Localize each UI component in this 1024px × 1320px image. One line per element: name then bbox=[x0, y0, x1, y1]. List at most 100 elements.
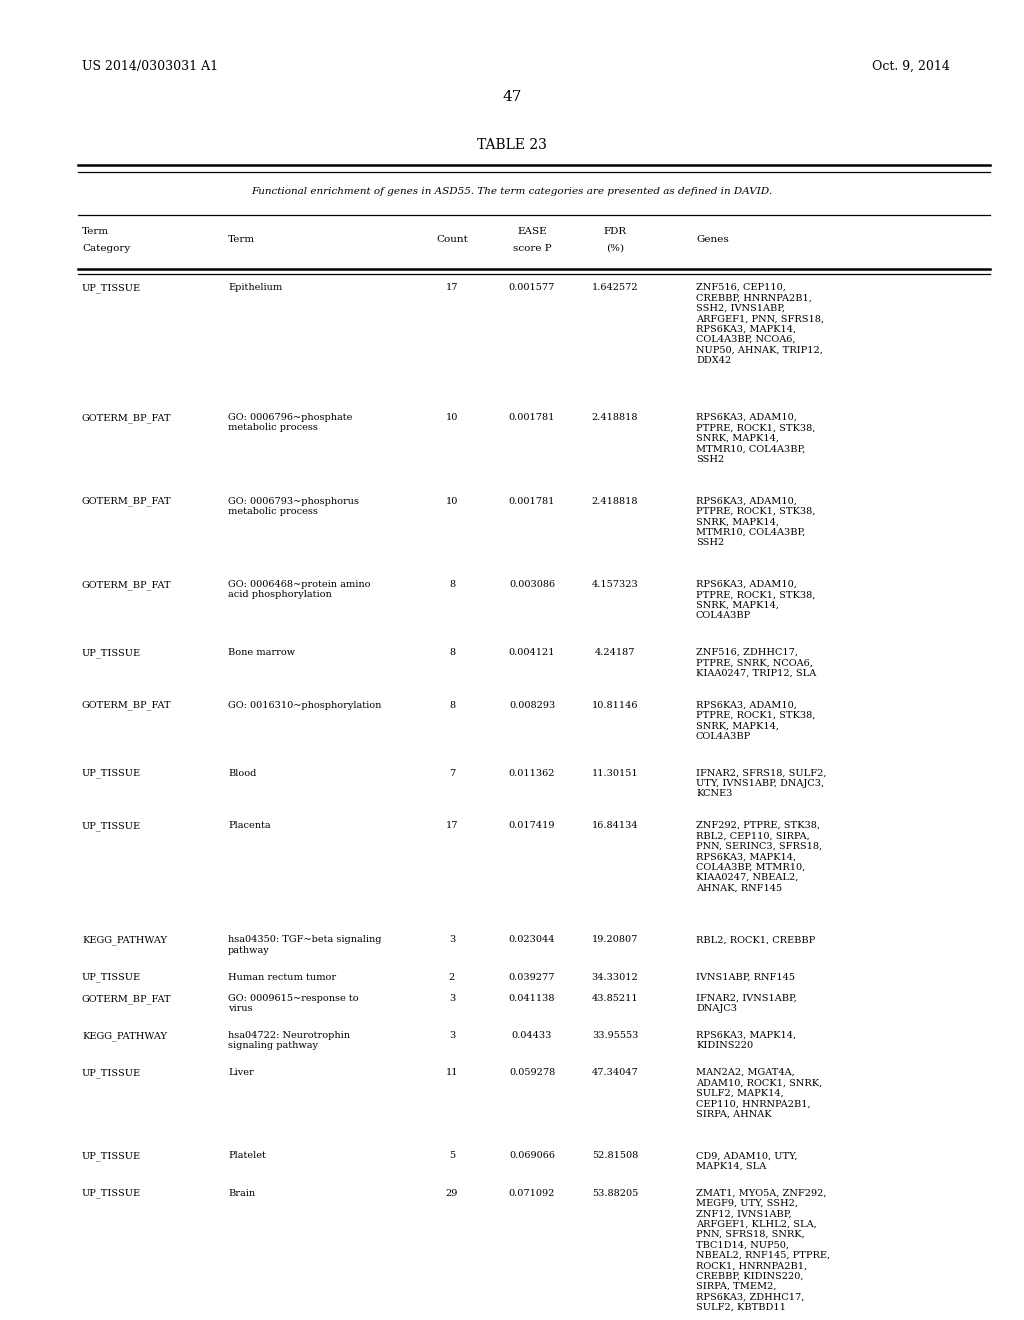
Text: GOTERM_BP_FAT: GOTERM_BP_FAT bbox=[82, 701, 172, 710]
Text: KEGG_PATHWAY: KEGG_PATHWAY bbox=[82, 936, 167, 945]
Text: hsa04722: Neurotrophin
signaling pathway: hsa04722: Neurotrophin signaling pathway bbox=[228, 1031, 350, 1051]
Text: 47: 47 bbox=[503, 90, 521, 104]
Text: FDR: FDR bbox=[603, 227, 627, 236]
Text: 11.30151: 11.30151 bbox=[592, 768, 638, 777]
Text: GOTERM_BP_FAT: GOTERM_BP_FAT bbox=[82, 579, 172, 590]
Text: RPS6KA3, ADAM10,
PTPRE, ROCK1, STK38,
SNRK, MAPK14,
MTMR10, COL4A3BP,
SSH2: RPS6KA3, ADAM10, PTPRE, ROCK1, STK38, SN… bbox=[696, 413, 815, 463]
Text: IVNS1ABP, RNF145: IVNS1ABP, RNF145 bbox=[696, 973, 795, 982]
Text: 4.157323: 4.157323 bbox=[592, 579, 638, 589]
Text: Term: Term bbox=[82, 227, 110, 236]
Text: 53.88205: 53.88205 bbox=[592, 1188, 638, 1197]
Text: Category: Category bbox=[82, 244, 130, 253]
Text: 0.001781: 0.001781 bbox=[509, 496, 555, 506]
Text: 3: 3 bbox=[449, 936, 455, 945]
Text: UP_TISSUE: UP_TISSUE bbox=[82, 648, 141, 657]
Text: Oct. 9, 2014: Oct. 9, 2014 bbox=[872, 59, 950, 73]
Text: 7: 7 bbox=[449, 768, 455, 777]
Text: 0.003086: 0.003086 bbox=[509, 579, 555, 589]
Text: 10: 10 bbox=[445, 413, 458, 422]
Text: 2: 2 bbox=[449, 973, 455, 982]
Text: Placenta: Placenta bbox=[228, 821, 270, 830]
Text: Count: Count bbox=[436, 235, 468, 244]
Text: GO: 0016310~phosphorylation: GO: 0016310~phosphorylation bbox=[228, 701, 381, 710]
Text: Term: Term bbox=[228, 235, 255, 244]
Text: UP_TISSUE: UP_TISSUE bbox=[82, 282, 141, 293]
Text: Bone marrow: Bone marrow bbox=[228, 648, 295, 657]
Text: Brain: Brain bbox=[228, 1188, 255, 1197]
Text: 0.023044: 0.023044 bbox=[509, 936, 555, 945]
Text: 2.418818: 2.418818 bbox=[592, 496, 638, 506]
Text: GO: 0006796~phosphate
metabolic process: GO: 0006796~phosphate metabolic process bbox=[228, 413, 352, 433]
Text: GOTERM_BP_FAT: GOTERM_BP_FAT bbox=[82, 994, 172, 1003]
Text: CD9, ADAM10, UTY,
MAPK14, SLA: CD9, ADAM10, UTY, MAPK14, SLA bbox=[696, 1151, 798, 1171]
Text: 16.84134: 16.84134 bbox=[592, 821, 638, 830]
Text: US 2014/0303031 A1: US 2014/0303031 A1 bbox=[82, 59, 218, 73]
Text: 17: 17 bbox=[445, 821, 459, 830]
Text: Liver: Liver bbox=[228, 1068, 254, 1077]
Text: ZNF516, ZDHHC17,
PTPRE, SNRK, NCOA6,
KIAA0247, TRIP12, SLA: ZNF516, ZDHHC17, PTPRE, SNRK, NCOA6, KIA… bbox=[696, 648, 816, 677]
Text: 52.81508: 52.81508 bbox=[592, 1151, 638, 1160]
Text: UP_TISSUE: UP_TISSUE bbox=[82, 768, 141, 779]
Text: 10: 10 bbox=[445, 496, 458, 506]
Text: 1.642572: 1.642572 bbox=[592, 282, 638, 292]
Text: 3: 3 bbox=[449, 1031, 455, 1040]
Text: GOTERM_BP_FAT: GOTERM_BP_FAT bbox=[82, 413, 172, 422]
Text: Platelet: Platelet bbox=[228, 1151, 266, 1160]
Text: UP_TISSUE: UP_TISSUE bbox=[82, 1068, 141, 1077]
Text: ZMAT1, MYO5A, ZNF292,
MEGF9, UTY, SSH2,
ZNF12, IVNS1ABP,
ARFGEF1, KLHL2, SLA,
PN: ZMAT1, MYO5A, ZNF292, MEGF9, UTY, SSH2, … bbox=[696, 1188, 830, 1312]
Text: GO: 0009615~response to
virus: GO: 0009615~response to virus bbox=[228, 994, 358, 1014]
Text: 5: 5 bbox=[449, 1151, 455, 1160]
Text: score P: score P bbox=[513, 244, 551, 253]
Text: Genes: Genes bbox=[696, 235, 729, 244]
Text: 0.004121: 0.004121 bbox=[509, 648, 555, 657]
Text: 0.039277: 0.039277 bbox=[509, 973, 555, 982]
Text: 0.069066: 0.069066 bbox=[509, 1151, 555, 1160]
Text: RPS6KA3, MAPK14,
KIDINS220: RPS6KA3, MAPK14, KIDINS220 bbox=[696, 1031, 796, 1051]
Text: GOTERM_BP_FAT: GOTERM_BP_FAT bbox=[82, 496, 172, 506]
Text: IFNAR2, SFRS18, SULF2,
UTY, IVNS1ABP, DNAJC3,
KCNE3: IFNAR2, SFRS18, SULF2, UTY, IVNS1ABP, DN… bbox=[696, 768, 826, 799]
Text: (%): (%) bbox=[606, 244, 624, 253]
Text: UP_TISSUE: UP_TISSUE bbox=[82, 973, 141, 982]
Text: TABLE 23: TABLE 23 bbox=[477, 139, 547, 152]
Text: 17: 17 bbox=[445, 282, 459, 292]
Text: UP_TISSUE: UP_TISSUE bbox=[82, 1151, 141, 1162]
Text: 43.85211: 43.85211 bbox=[592, 994, 638, 1003]
Text: RPS6KA3, ADAM10,
PTPRE, ROCK1, STK38,
SNRK, MAPK14,
COL4A3BP: RPS6KA3, ADAM10, PTPRE, ROCK1, STK38, SN… bbox=[696, 701, 815, 741]
Text: 0.001781: 0.001781 bbox=[509, 413, 555, 422]
Text: UP_TISSUE: UP_TISSUE bbox=[82, 1188, 141, 1199]
Text: 8: 8 bbox=[449, 579, 455, 589]
Text: Human rectum tumor: Human rectum tumor bbox=[228, 973, 336, 982]
Text: Functional enrichment of genes in ASD55. The term categories are presented as de: Functional enrichment of genes in ASD55.… bbox=[252, 187, 772, 195]
Text: 3: 3 bbox=[449, 994, 455, 1003]
Text: GO: 0006793~phosphorus
metabolic process: GO: 0006793~phosphorus metabolic process bbox=[228, 496, 359, 516]
Text: 0.041138: 0.041138 bbox=[509, 994, 555, 1003]
Text: 11: 11 bbox=[445, 1068, 459, 1077]
Text: RPS6KA3, ADAM10,
PTPRE, ROCK1, STK38,
SNRK, MAPK14,
COL4A3BP: RPS6KA3, ADAM10, PTPRE, ROCK1, STK38, SN… bbox=[696, 579, 815, 620]
Text: 4.24187: 4.24187 bbox=[595, 648, 635, 657]
Text: 0.001577: 0.001577 bbox=[509, 282, 555, 292]
Text: 2.418818: 2.418818 bbox=[592, 413, 638, 422]
Text: 8: 8 bbox=[449, 648, 455, 657]
Text: ZNF516, CEP110,
CREBBP, HNRNPA2B1,
SSH2, IVNS1ABP,
ARFGEF1, PNN, SFRS18,
RPS6KA3: ZNF516, CEP110, CREBBP, HNRNPA2B1, SSH2,… bbox=[696, 282, 824, 364]
Text: 10.81146: 10.81146 bbox=[592, 701, 638, 710]
Text: 33.95553: 33.95553 bbox=[592, 1031, 638, 1040]
Text: RBL2, ROCK1, CREBBP: RBL2, ROCK1, CREBBP bbox=[696, 936, 815, 945]
Text: hsa04350: TGF~beta signaling
pathway: hsa04350: TGF~beta signaling pathway bbox=[228, 936, 382, 954]
Text: Epithelium: Epithelium bbox=[228, 282, 283, 292]
Text: 0.011362: 0.011362 bbox=[509, 768, 555, 777]
Text: 34.33012: 34.33012 bbox=[592, 973, 638, 982]
Text: 0.071092: 0.071092 bbox=[509, 1188, 555, 1197]
Text: 47.34047: 47.34047 bbox=[592, 1068, 638, 1077]
Text: Blood: Blood bbox=[228, 768, 256, 777]
Text: MAN2A2, MGAT4A,
ADAM10, ROCK1, SNRK,
SULF2, MAPK14,
CEP110, HNRNPA2B1,
SIRPA, AH: MAN2A2, MGAT4A, ADAM10, ROCK1, SNRK, SUL… bbox=[696, 1068, 822, 1118]
Text: KEGG_PATHWAY: KEGG_PATHWAY bbox=[82, 1031, 167, 1040]
Text: 0.04433: 0.04433 bbox=[512, 1031, 552, 1040]
Text: 0.059278: 0.059278 bbox=[509, 1068, 555, 1077]
Text: ZNF292, PTPRE, STK38,
RBL2, CEP110, SIRPA,
PNN, SERINC3, SFRS18,
RPS6KA3, MAPK14: ZNF292, PTPRE, STK38, RBL2, CEP110, SIRP… bbox=[696, 821, 822, 892]
Text: 29: 29 bbox=[445, 1188, 458, 1197]
Text: IFNAR2, IVNS1ABP,
DNAJC3: IFNAR2, IVNS1ABP, DNAJC3 bbox=[696, 994, 797, 1014]
Text: RPS6KA3, ADAM10,
PTPRE, ROCK1, STK38,
SNRK, MAPK14,
MTMR10, COL4A3BP,
SSH2: RPS6KA3, ADAM10, PTPRE, ROCK1, STK38, SN… bbox=[696, 496, 815, 546]
Text: 0.008293: 0.008293 bbox=[509, 701, 555, 710]
Text: 19.20807: 19.20807 bbox=[592, 936, 638, 945]
Text: UP_TISSUE: UP_TISSUE bbox=[82, 821, 141, 830]
